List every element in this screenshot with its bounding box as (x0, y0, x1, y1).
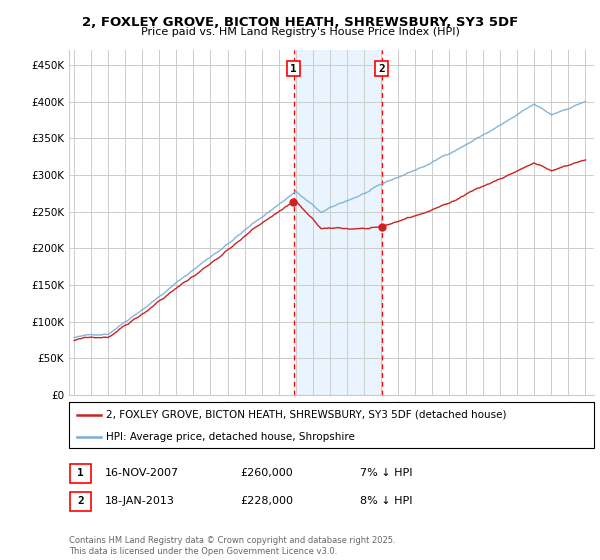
Text: £260,000: £260,000 (240, 468, 293, 478)
Text: Price paid vs. HM Land Registry's House Price Index (HPI): Price paid vs. HM Land Registry's House … (140, 27, 460, 37)
Text: 1: 1 (290, 64, 297, 74)
Text: 7% ↓ HPI: 7% ↓ HPI (360, 468, 413, 478)
Text: 2, FOXLEY GROVE, BICTON HEATH, SHREWSBURY, SY3 5DF: 2, FOXLEY GROVE, BICTON HEATH, SHREWSBUR… (82, 16, 518, 29)
Text: 2, FOXLEY GROVE, BICTON HEATH, SHREWSBURY, SY3 5DF (detached house): 2, FOXLEY GROVE, BICTON HEATH, SHREWSBUR… (106, 410, 506, 420)
FancyBboxPatch shape (70, 464, 91, 483)
FancyBboxPatch shape (69, 402, 594, 448)
Text: 16-NOV-2007: 16-NOV-2007 (105, 468, 179, 478)
Text: HPI: Average price, detached house, Shropshire: HPI: Average price, detached house, Shro… (106, 432, 355, 441)
Text: 18-JAN-2013: 18-JAN-2013 (105, 496, 175, 506)
Text: £228,000: £228,000 (240, 496, 293, 506)
Text: Contains HM Land Registry data © Crown copyright and database right 2025.
This d: Contains HM Land Registry data © Crown c… (69, 536, 395, 556)
Text: 2: 2 (378, 64, 385, 74)
Text: 8% ↓ HPI: 8% ↓ HPI (360, 496, 413, 506)
Text: 2: 2 (77, 496, 84, 506)
FancyBboxPatch shape (70, 492, 91, 511)
Text: 1: 1 (77, 468, 84, 478)
